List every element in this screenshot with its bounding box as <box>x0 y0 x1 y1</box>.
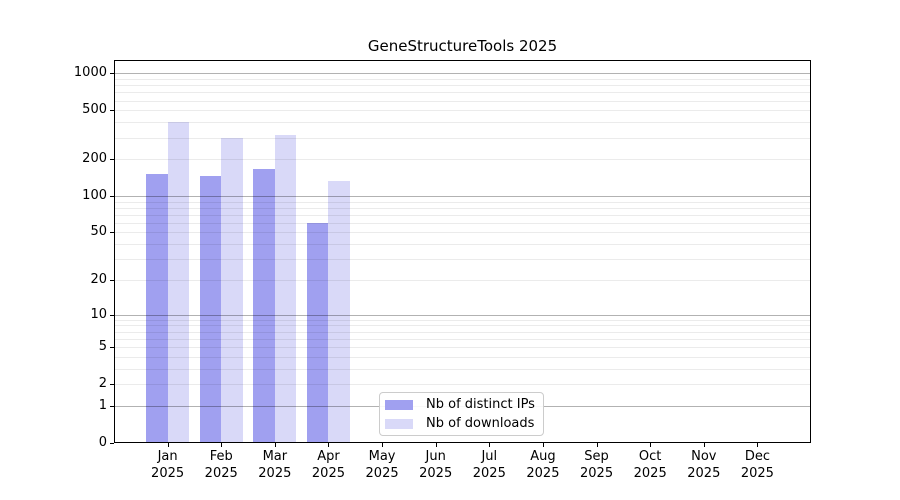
minor-gridline <box>114 78 811 80</box>
x-tick-label: Oct 2025 <box>633 449 667 481</box>
y-tick <box>110 314 114 316</box>
x-tick <box>596 443 598 447</box>
x-tick-label: Jun 2025 <box>419 449 453 481</box>
x-tick-label: Nov 2025 <box>687 449 721 481</box>
y-tick <box>110 383 114 385</box>
y-tick-label: 50 <box>90 224 107 240</box>
bar-downloads <box>274 134 297 443</box>
x-tick-label: Jul 2025 <box>472 449 506 481</box>
x-tick <box>382 443 384 447</box>
y-tick <box>110 346 114 348</box>
x-tick-label: Aug 2025 <box>526 449 560 481</box>
y-tick-label: 20 <box>90 271 107 287</box>
legend: Nb of distinct IPs Nb of downloads <box>379 392 544 436</box>
plot-area <box>114 60 811 443</box>
y-tick-label: 0 <box>98 434 107 450</box>
y-tick-label: 500 <box>82 102 107 118</box>
legend-entry-distinct-ips: Nb of distinct IPs <box>385 395 535 414</box>
x-tick-label: Apr 2025 <box>311 449 345 481</box>
legend-swatch-downloads-icon <box>385 418 413 429</box>
y-tick-label: 1 <box>98 397 107 413</box>
x-tick <box>167 443 169 447</box>
y-tick-label: 1000 <box>73 65 107 81</box>
major-gridline <box>114 73 811 75</box>
chart-title: GeneStructureTools 2025 <box>367 37 558 55</box>
legend-label-distinct-ips: Nb of distinct IPs <box>426 397 535 412</box>
x-tick-label: Jan 2025 <box>151 449 185 481</box>
minor-gridline <box>114 100 811 102</box>
bar-downloads <box>328 180 350 443</box>
minor-gridline <box>114 122 811 124</box>
bar-downloads <box>167 122 189 443</box>
y-tick <box>110 279 114 281</box>
bar-distinct-ips <box>253 169 275 443</box>
y-tick-label: 10 <box>90 306 107 322</box>
legend-entry-downloads: Nb of downloads <box>385 414 535 433</box>
x-tick <box>757 443 759 447</box>
y-tick <box>110 110 114 112</box>
x-tick <box>328 443 330 447</box>
bar-distinct-ips <box>146 174 168 443</box>
minor-gridline <box>114 159 811 161</box>
minor-gridline <box>114 85 811 87</box>
y-tick-label: 100 <box>82 187 107 203</box>
bar-distinct-ips <box>307 222 329 443</box>
x-tick <box>703 443 705 447</box>
x-tick <box>650 443 652 447</box>
y-tick <box>110 73 114 75</box>
y-tick <box>110 195 114 197</box>
x-tick <box>435 443 437 447</box>
y-tick-label: 2 <box>98 375 107 391</box>
y-tick <box>110 442 114 444</box>
x-tick-label: Dec 2025 <box>740 449 774 481</box>
minor-gridline <box>114 110 811 112</box>
legend-label-downloads: Nb of downloads <box>426 416 535 431</box>
x-tick <box>274 443 276 447</box>
minor-gridline <box>114 92 811 94</box>
bar-downloads <box>221 137 243 443</box>
minor-gridline <box>114 137 811 139</box>
y-tick-label: 200 <box>82 151 107 167</box>
x-tick-label: Feb 2025 <box>204 449 238 481</box>
x-tick-label: May 2025 <box>365 449 399 481</box>
x-tick <box>221 443 223 447</box>
x-tick-label: Sep 2025 <box>580 449 614 481</box>
y-tick <box>110 232 114 234</box>
y-tick <box>110 159 114 161</box>
y-tick <box>110 405 114 407</box>
y-tick-label: 5 <box>98 338 107 354</box>
x-tick-label: Mar 2025 <box>258 449 292 481</box>
x-tick <box>489 443 491 447</box>
x-tick <box>542 443 544 447</box>
legend-swatch-distinct-ips-icon <box>385 399 413 410</box>
bar-distinct-ips <box>199 175 222 443</box>
